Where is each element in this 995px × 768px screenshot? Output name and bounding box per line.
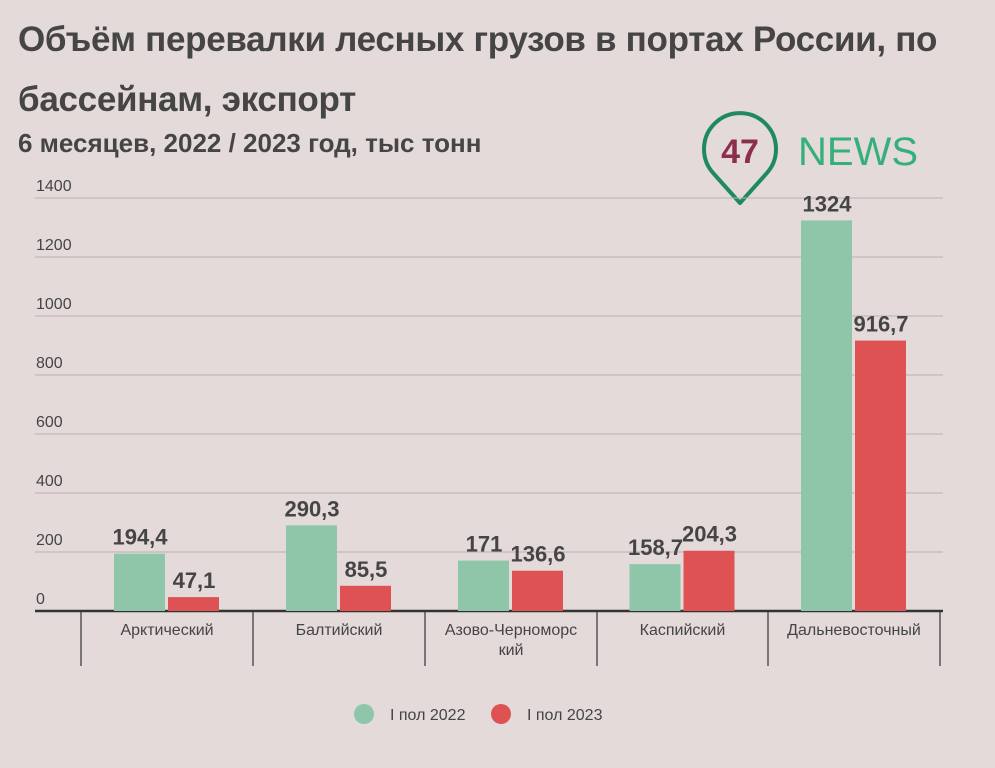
x-tick-label: Дальневосточный (787, 622, 921, 639)
y-tick-label: 0 (36, 591, 45, 608)
y-tick-label: 1400 (36, 178, 72, 195)
bar-2023 (340, 585, 391, 611)
bar-2023 (168, 597, 219, 611)
47news-logo: 47 NEWS (702, 111, 918, 205)
bar-2022 (629, 564, 681, 611)
y-tick-label: 800 (36, 355, 63, 372)
legend-label: I пол 2022 (390, 707, 466, 724)
data-label: 158,7 (628, 535, 683, 560)
chart-subtitle: 6 месяцев, 2022 / 2023 год, тыс тонн (18, 128, 482, 158)
y-tick-label: 200 (36, 532, 63, 549)
x-tick-label: Балтийский (296, 622, 383, 639)
pin-icon (702, 111, 778, 205)
legend-marker (491, 704, 511, 724)
logo-number: 47 (721, 133, 759, 171)
bar-2022 (114, 553, 165, 611)
data-label: 204,3 (682, 522, 737, 547)
y-tick-label: 1200 (36, 237, 72, 254)
data-label: 194,4 (112, 525, 168, 550)
bar-2023 (512, 570, 563, 611)
data-label: 136,6 (510, 542, 565, 567)
y-tick-label: 600 (36, 414, 63, 431)
bar-2022 (801, 220, 852, 612)
data-label: 290,3 (284, 496, 339, 521)
x-tick-label: Арктический (120, 622, 213, 639)
data-label: 47,1 (173, 568, 216, 593)
data-label: 171 (466, 532, 503, 557)
y-tick-label: 1000 (36, 296, 72, 313)
data-label: 85,5 (345, 557, 388, 582)
bar-2022 (458, 560, 509, 611)
legend-marker (354, 704, 374, 724)
legend-label: I пол 2023 (527, 707, 603, 724)
x-tick-label: Каспийский (640, 622, 726, 639)
bar-2023 (683, 550, 735, 611)
bar-2023 (855, 340, 906, 611)
logo-text: NEWS (798, 130, 918, 174)
chart-title: Объём перевалки лесных грузов в портах Р… (18, 20, 938, 119)
y-tick-label: 400 (36, 473, 63, 490)
data-label: 1324 (803, 191, 853, 216)
bar-2022 (286, 525, 337, 611)
x-tick-label: Азово-Черноморс кий (445, 622, 577, 659)
data-label: 916,7 (853, 312, 908, 337)
